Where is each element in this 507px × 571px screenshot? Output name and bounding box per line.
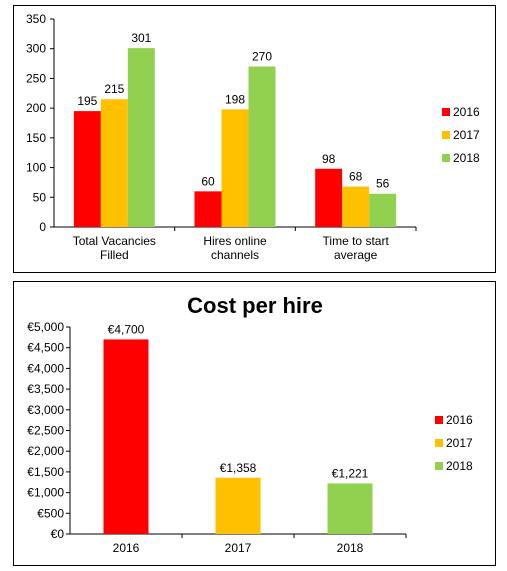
x-tick-label: Hires online (203, 234, 267, 248)
y-tick-label: €4,500 (27, 341, 64, 355)
bar-2018 (248, 66, 276, 227)
cost-per-hire-chart: Cost per hire €0 €500 €1,000 €1,500 €2,000 €2,… (27, 293, 473, 555)
vacancies-chart: 0 50 100 150 200 250 300 350 195 215 301 Total Vaca… (26, 12, 480, 262)
bar-2017 (100, 99, 128, 227)
x-tick-label: 2016 (113, 541, 140, 555)
data-label: 98 (322, 152, 336, 166)
y-tick-label: 350 (26, 12, 46, 26)
x-tick-label: average (334, 248, 378, 262)
data-label: 270 (252, 50, 272, 64)
legend-swatch-2018 (442, 154, 450, 162)
y-tick-label: 300 (26, 42, 46, 56)
data-label: €4,700 (108, 322, 145, 336)
bar-2017 (221, 109, 249, 227)
bar-2018 (369, 193, 397, 227)
legend-label: 2017 (453, 128, 480, 142)
x-tick-label: Total Vacancies (73, 234, 156, 248)
legend-swatch-2017 (435, 439, 443, 447)
y-tick-label: €2,000 (27, 444, 64, 458)
y-tick-label: 200 (26, 101, 46, 115)
bar-2017 (342, 186, 370, 227)
y-tick-label: €0 (51, 527, 65, 541)
legend-swatch-2016 (442, 108, 450, 116)
bar-2016 (194, 191, 222, 227)
x-tick-label: 2018 (337, 541, 364, 555)
bar-2016 (73, 111, 101, 227)
y-tick-label: €2,500 (27, 424, 64, 438)
y-tick-label: €3,500 (27, 382, 64, 396)
chart-title: Cost per hire (187, 293, 323, 318)
data-label: 60 (201, 174, 215, 188)
legend-label: 2017 (446, 436, 473, 450)
y-tick-label: 50 (33, 190, 47, 204)
legend-label: 2018 (453, 151, 480, 165)
y-tick-label: 0 (39, 220, 46, 234)
legend-swatch-2016 (435, 416, 443, 424)
bar-2017 (215, 477, 261, 534)
bar-2018 (327, 483, 373, 534)
bar-2016 (103, 339, 149, 534)
bar-2018 (127, 48, 155, 228)
x-tick-label: Filled (100, 248, 129, 262)
y-tick-label: €1,500 (27, 465, 64, 479)
data-label: 68 (349, 170, 363, 184)
data-label: €1,358 (220, 461, 257, 475)
y-tick-label: 100 (26, 161, 46, 175)
data-label: €1,221 (332, 466, 369, 480)
legend-label: 2018 (446, 459, 473, 473)
y-tick-label: €500 (37, 506, 64, 520)
legend-swatch-2018 (435, 462, 443, 470)
data-label: 198 (225, 92, 245, 106)
bar-2016 (315, 168, 343, 227)
y-tick-label: €4,000 (27, 361, 64, 375)
data-label: 301 (131, 31, 151, 45)
legend-label: 2016 (453, 105, 480, 119)
y-tick-label: €5,000 (27, 320, 64, 334)
y-tick-label: 250 (26, 71, 46, 85)
x-tick-label: 2017 (225, 541, 252, 555)
x-tick-label: Time to start (323, 234, 390, 248)
x-tick-label: channels (211, 248, 259, 262)
data-label: 215 (104, 82, 124, 96)
y-tick-label: €1,000 (27, 486, 64, 500)
y-tick-label: 150 (26, 131, 46, 145)
legend-swatch-2017 (442, 131, 450, 139)
y-tick-label: €3,000 (27, 403, 64, 417)
vacancies-chart-panel: 0 50 100 150 200 250 300 350 195 215 301 Total Vaca… (13, 5, 496, 273)
data-label: 195 (77, 94, 97, 108)
cost-per-hire-chart-panel: Cost per hire €0 €500 €1,000 €1,500 €2,000 €2,… (13, 281, 496, 566)
legend-label: 2016 (446, 413, 473, 427)
data-label: 56 (376, 177, 390, 191)
